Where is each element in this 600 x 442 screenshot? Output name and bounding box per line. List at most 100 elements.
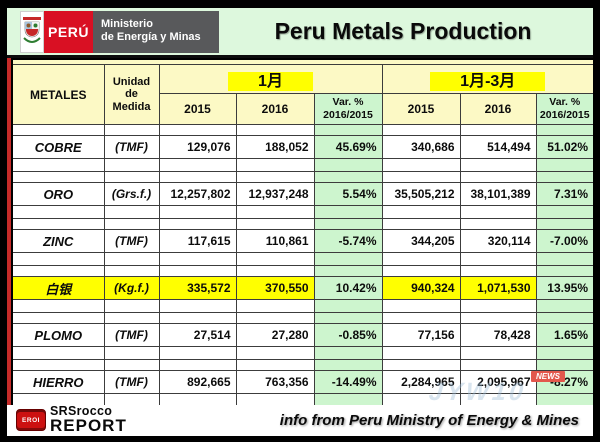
empty-cell	[235, 171, 315, 183]
empty-cell	[158, 158, 237, 172]
spacer-row	[11, 299, 595, 313]
empty-cell	[313, 346, 383, 360]
january-group-label: 1月	[228, 72, 313, 91]
metal-name: ZINC	[11, 229, 105, 253]
empty-cell	[381, 265, 461, 277]
unit-cell: (TMF)	[103, 135, 160, 159]
empty-cell	[158, 205, 237, 219]
empty-cell	[11, 252, 105, 266]
table-row-plomo: PLOMO (TMF) 27,514 27,280 -0.85% 77,156 …	[11, 323, 595, 347]
year-header-row: 2015 2016 Var. % 2016/2015 2015 2016 Var…	[12, 93, 595, 125]
empty-cell	[459, 346, 537, 360]
var-cell: 7.31%	[535, 182, 595, 206]
logo-line1: SRSrocco	[50, 404, 113, 419]
empty-cell	[381, 124, 461, 136]
peru-coat-of-arms-icon	[20, 10, 44, 53]
metal-name: PLOMO	[11, 323, 105, 347]
empty-cell	[313, 205, 383, 219]
empty-cell	[381, 299, 461, 313]
eroi-logo-icon: EROI	[16, 409, 46, 432]
value-cell: 370,550	[235, 276, 315, 300]
empty-cell	[103, 359, 160, 371]
empty-cell	[459, 265, 537, 277]
spacer-row	[11, 171, 595, 183]
value-cell: 2,284,965	[381, 370, 461, 394]
empty-cell	[11, 124, 105, 136]
empty-cell	[11, 312, 105, 324]
value-cell: 188,052	[235, 135, 315, 159]
empty-cell	[313, 171, 383, 183]
empty-cell	[158, 312, 237, 324]
empty-cell	[103, 346, 160, 360]
empty-cell	[235, 312, 315, 324]
column-group-jan-mar: 1月-3月	[381, 64, 595, 94]
empty-cell	[103, 265, 160, 277]
empty-cell	[103, 158, 160, 172]
ministry-line1: Ministerio	[101, 17, 153, 30]
value-cell: 27,514	[158, 323, 237, 347]
value-cell: 117,615	[158, 229, 237, 253]
empty-cell	[313, 393, 383, 408]
metals-production-table: METALES Unidad de Medida 1月 1月-3月 2015 2…	[11, 58, 595, 408]
value-cell: 514,494	[459, 135, 537, 159]
empty-cell	[158, 171, 237, 183]
empty-cell	[235, 346, 315, 360]
empty-cell	[535, 312, 595, 324]
logo-line2: REPORT	[50, 416, 127, 436]
empty-cell	[235, 218, 315, 230]
var-cell: 1.65%	[535, 323, 595, 347]
var-cell: -7.00%	[535, 229, 595, 253]
metal-name: ORO	[11, 182, 105, 206]
column-header-jan-2015: 2015	[158, 93, 237, 125]
empty-cell	[11, 265, 105, 277]
jan-mar-group-label: 1月-3月	[430, 72, 546, 91]
empty-cell	[103, 218, 160, 230]
empty-cell	[11, 158, 105, 172]
empty-cell	[535, 218, 595, 230]
column-header-q-2016: 2016	[459, 93, 537, 125]
value-cell: 129,076	[158, 135, 237, 159]
value-cell: 12,937,248	[235, 182, 315, 206]
empty-cell	[535, 299, 595, 313]
value-cell: 320,114	[459, 229, 537, 253]
empty-cell	[313, 252, 383, 266]
unit-header-line2: de	[125, 88, 138, 101]
unit-cell: (TMF)	[103, 323, 160, 347]
empty-cell	[535, 124, 595, 136]
value-cell: 27,280	[235, 323, 315, 347]
empty-cell	[313, 124, 383, 136]
value-cell: 940,324	[381, 276, 461, 300]
empty-cell	[459, 124, 537, 136]
empty-cell	[11, 205, 105, 219]
empty-cell	[313, 312, 383, 324]
title-bar: PERÚ Ministerio de Energía y Minas Peru …	[7, 8, 593, 58]
empty-cell	[535, 171, 595, 183]
empty-cell	[381, 359, 461, 371]
value-cell: 340,686	[381, 135, 461, 159]
unit-header-line3: Medida	[112, 100, 151, 113]
spacer-row	[11, 218, 595, 230]
column-header-metales: METALES	[11, 64, 105, 125]
empty-cell	[535, 205, 595, 219]
var-cell: -14.49%	[313, 370, 383, 394]
empty-cell	[535, 265, 595, 277]
empty-cell	[158, 265, 237, 277]
empty-cell	[535, 252, 595, 266]
empty-cell	[103, 299, 160, 313]
table-row-hierro: HIERRO (TMF) 892,665 763,356 -14.49% 2,2…	[11, 370, 595, 394]
var-cell: 13.95%	[535, 276, 595, 300]
spacer-row	[11, 346, 595, 360]
empty-cell	[535, 158, 595, 172]
empty-cell	[313, 158, 383, 172]
empty-cell	[459, 205, 537, 219]
empty-cell	[313, 218, 383, 230]
empty-cell	[235, 299, 315, 313]
var-cell: 51.02%	[535, 135, 595, 159]
value-cell: 2,095,967	[459, 370, 537, 394]
empty-cell	[158, 252, 237, 266]
var-cell: 5.54%	[313, 182, 383, 206]
value-cell: 38,101,389	[459, 182, 537, 206]
empty-cell	[381, 218, 461, 230]
empty-cell	[381, 346, 461, 360]
ministry-line2: de Energía y Minas	[101, 31, 201, 44]
